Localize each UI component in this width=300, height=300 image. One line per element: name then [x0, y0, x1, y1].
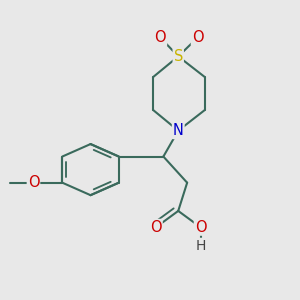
Text: O: O — [195, 220, 206, 235]
Text: O: O — [150, 220, 162, 235]
Text: O: O — [154, 30, 166, 45]
Text: O: O — [28, 175, 39, 190]
Text: S: S — [173, 49, 183, 64]
Text: O: O — [192, 30, 203, 45]
Text: N: N — [173, 123, 184, 138]
Text: H: H — [195, 239, 206, 253]
